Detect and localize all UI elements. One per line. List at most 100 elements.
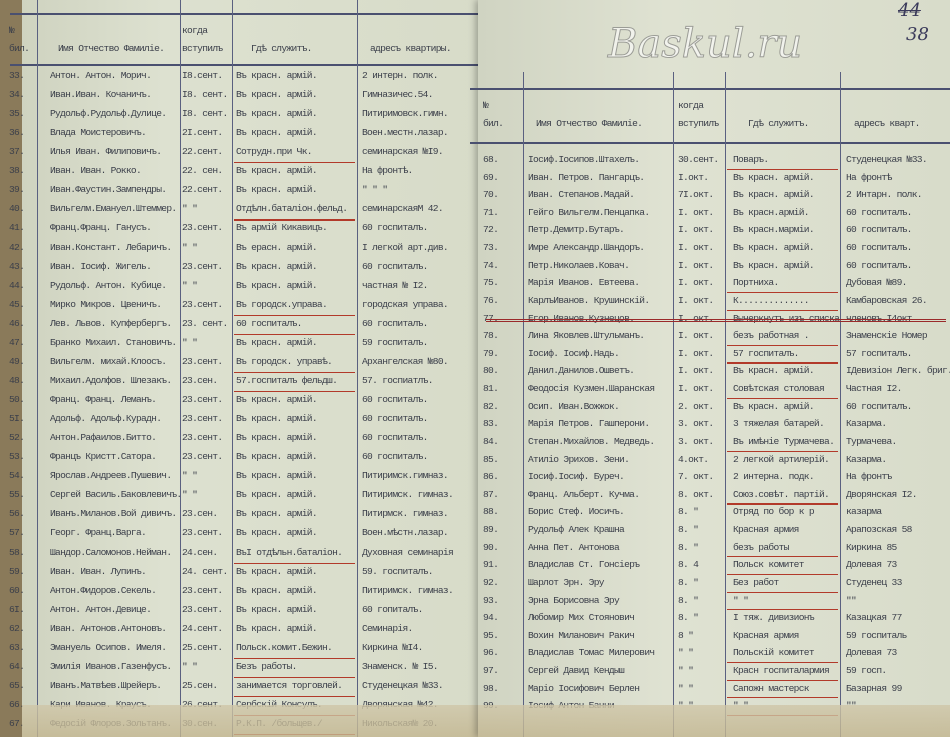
join-date: 23. сент. bbox=[182, 317, 228, 329]
header-ticket-number: бил. bbox=[9, 43, 30, 54]
header-top-rule bbox=[470, 88, 950, 90]
join-date: 7I.окт. bbox=[678, 189, 714, 201]
ticket-number: 67. bbox=[9, 718, 25, 730]
workplace: Въ красн. армій. bbox=[236, 489, 318, 501]
folio-number-crossed: 44 bbox=[898, 0, 921, 21]
red-pencil-underline bbox=[234, 657, 355, 660]
workplace: Въ красн. армій. bbox=[236, 565, 318, 577]
red-pencil-underline bbox=[234, 562, 355, 564]
red-pencil-underline bbox=[234, 371, 355, 374]
column-rule bbox=[180, 0, 182, 737]
member-name: Иван. Иван. Лупинъ. bbox=[50, 565, 147, 577]
join-date: 4.окт. bbox=[678, 453, 709, 465]
ticket-number: 65. bbox=[9, 679, 25, 691]
red-pencil-underline bbox=[727, 591, 838, 593]
address: Знаменскіе Номер bbox=[846, 330, 928, 342]
red-pencil-underline bbox=[727, 609, 838, 611]
address: 60 госпиталъ. bbox=[362, 260, 428, 272]
member-name: Степан.Михайлов. Медведь. bbox=[528, 435, 655, 447]
member-name: Иван. Иван. Рокко. bbox=[50, 165, 142, 177]
join-date: 3. окт. bbox=[678, 435, 714, 447]
paper-fold bbox=[22, 705, 492, 737]
workplace: Въ ерасн. армій. bbox=[236, 241, 318, 253]
join-date: 22.сент. bbox=[182, 184, 223, 196]
workplace: Въ красн. армій. bbox=[236, 70, 318, 81]
red-pencil-underline bbox=[234, 333, 355, 336]
workplace: Отряд по бор к р bbox=[733, 506, 815, 518]
ticket-number: 38. bbox=[9, 165, 25, 177]
address: На фронтѣ bbox=[846, 171, 892, 183]
ticket-number: 94. bbox=[483, 612, 499, 624]
join-date: 8. " bbox=[678, 576, 699, 588]
address: Камбаровская 26. bbox=[846, 294, 928, 306]
address: казарма bbox=[846, 506, 882, 518]
member-name: Иван. Iосиф. Жигель. bbox=[50, 260, 152, 272]
member-name: Михаил.Адолфов. Шлезакъ. bbox=[50, 374, 172, 386]
member-name: Борис Стеф. Иосичъ. bbox=[528, 506, 625, 518]
address: Киркина 85 bbox=[846, 541, 897, 553]
workplace: Сапожн мастерск bbox=[733, 682, 810, 694]
red-pencil-underline bbox=[234, 676, 355, 679]
address: 60 госпиталъ. bbox=[362, 451, 428, 463]
member-name: Маріо Iосифович Берлен bbox=[528, 682, 640, 694]
workplace: Въ армій Кикавицъ. bbox=[236, 222, 328, 234]
address: Киркина №I4. bbox=[362, 641, 423, 653]
join-date: 23.сент. bbox=[182, 222, 223, 234]
address: 60 госпиталъ. bbox=[362, 222, 428, 234]
workplace: Въ красн. армій. bbox=[236, 451, 318, 463]
join-date: I. окт. bbox=[678, 294, 714, 306]
workplace: Красн госпиталармия bbox=[733, 664, 830, 676]
address: городская управа. bbox=[362, 298, 449, 310]
join-date: I. окт. bbox=[678, 365, 714, 377]
header-where: Гдѣ служитъ. bbox=[748, 118, 809, 129]
header-address: адресъ кварт. bbox=[854, 118, 920, 129]
address: Студенецкая №33. bbox=[846, 154, 928, 165]
address: На фронтѣ. bbox=[362, 165, 413, 177]
workplace: Польскій комитет bbox=[733, 647, 815, 659]
workplace: Въ городск.управа. bbox=[236, 298, 328, 310]
ticket-number: 59. bbox=[9, 565, 25, 577]
member-name: Кари Иванов. Краусъ. bbox=[50, 699, 152, 711]
join-date: 30.сент. bbox=[678, 154, 719, 165]
workplace: занимается торговлей. bbox=[236, 679, 343, 691]
member-name: Рудольф.Рудольф.Дулице. bbox=[50, 108, 167, 120]
member-name: Iосиф. Iосиф.Надь. bbox=[528, 347, 620, 359]
address: частная № I2. bbox=[362, 279, 428, 291]
join-date: 22. сен. bbox=[182, 165, 223, 177]
ticket-number: 35. bbox=[9, 108, 25, 120]
workplace: Въ красн. армій. bbox=[236, 260, 318, 272]
workplace: Отдѣлн.баталіон.фельд. bbox=[236, 203, 348, 215]
workplace: Въ красн. армій. bbox=[236, 336, 318, 348]
address: Архангелская №80. bbox=[362, 355, 449, 367]
ticket-number: 71. bbox=[483, 206, 499, 218]
header-name: Имя Отчество Фамиліе. bbox=[536, 118, 643, 129]
ticket-number: 92. bbox=[483, 576, 499, 588]
ticket-number: 77. bbox=[483, 313, 499, 325]
member-name: Сергей Давид Кендыш bbox=[528, 664, 625, 676]
member-name: Данил.Данилов.Ошветъ. bbox=[528, 365, 635, 377]
address: 59 госпиталъ. bbox=[362, 336, 428, 348]
join-date: 7. окт. bbox=[678, 471, 714, 483]
ticket-number: 54. bbox=[9, 470, 25, 482]
header-when-top: когда bbox=[678, 100, 704, 111]
ticket-number: 44. bbox=[9, 279, 25, 291]
address: 60 госпиталъ. bbox=[362, 413, 428, 425]
ticket-number: 91. bbox=[483, 559, 499, 571]
member-name: Антон.Фидоров.Секель. bbox=[50, 584, 157, 596]
address: Воен.мѣстн.лазар. bbox=[362, 527, 449, 539]
workplace: Въ красн. армій. bbox=[236, 527, 318, 539]
ticket-number: 90. bbox=[483, 541, 499, 553]
member-name: Рудольф. Антон. Кубице. bbox=[50, 279, 167, 291]
address: 60 госпиталъ. bbox=[362, 317, 428, 329]
workplace: Без работ bbox=[733, 576, 779, 588]
red-pencil-underline bbox=[234, 162, 355, 164]
red-pencil-underline bbox=[234, 314, 355, 316]
workplace: Въ красн. армій. bbox=[236, 279, 318, 291]
address: "" bbox=[846, 594, 857, 606]
workplace: Сербскій Консулъ. bbox=[236, 699, 323, 711]
join-date: I. окт. bbox=[678, 277, 714, 289]
member-name: Гейго Вильгелм.Пенцапка. bbox=[528, 206, 650, 218]
address: Дубовая №89. bbox=[846, 277, 907, 289]
address: Казацкая 77 bbox=[846, 612, 902, 624]
ticket-number: 96. bbox=[483, 647, 499, 659]
